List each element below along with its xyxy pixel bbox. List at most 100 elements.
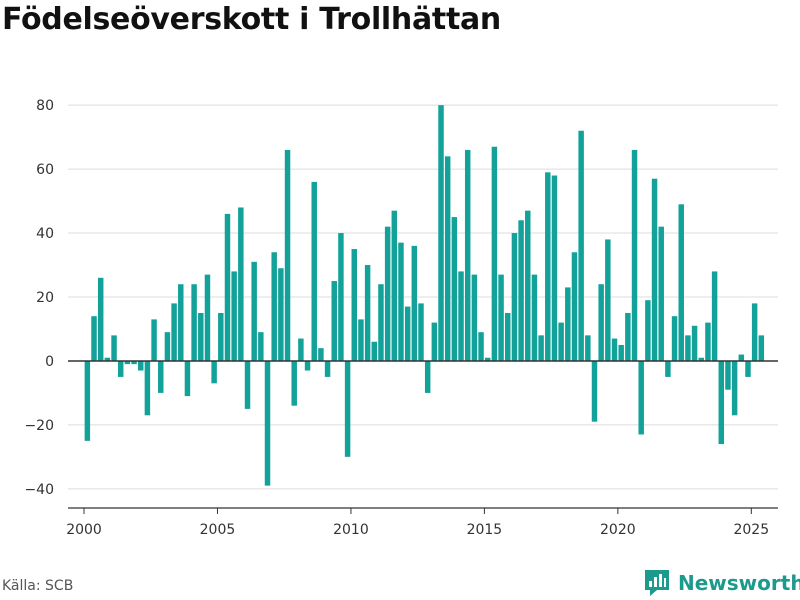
bar [685,335,691,361]
bar [238,207,244,361]
bar [131,360,137,365]
bar [111,335,117,361]
bar [371,341,378,361]
bar [651,178,658,361]
bar [418,303,424,361]
bar [398,242,404,361]
bar [671,316,678,361]
bar [404,306,411,361]
x-tick-label: 2000 [66,522,102,538]
bar [304,360,311,371]
bar [638,360,644,435]
bar [231,271,237,361]
bar [518,220,524,361]
bar [344,360,351,457]
bar [211,360,217,384]
brand-name: Newsworthy [678,571,800,595]
bar [645,300,651,361]
bar [411,245,418,361]
bar [271,252,277,361]
bar [478,332,484,361]
page-title: Födelseöverskott i Trollhättan [2,2,501,37]
bar [291,360,297,406]
bar [378,284,384,361]
bar [91,316,97,361]
bar [605,239,611,361]
bar [138,360,144,371]
bar [525,210,531,361]
bar [144,360,151,416]
bar [551,175,558,361]
bar [158,360,164,393]
source-note: Källa: SCB [2,578,74,594]
bar [538,335,544,361]
bars [84,105,765,486]
bar [431,322,438,361]
x-tick-label: 2015 [467,522,503,538]
bar [324,360,331,377]
grid-lines [68,104,778,490]
y-tick-label: 60 [36,162,54,178]
bar [731,360,738,416]
bar [164,332,171,361]
bar [251,261,257,361]
bar [491,146,498,361]
bar [484,357,491,361]
bar [104,357,111,361]
bar [498,274,504,361]
bar [718,360,725,445]
bar [438,105,444,361]
bar [384,226,391,361]
bar [171,303,177,361]
bar [424,360,431,393]
x-tick-label: 2010 [333,522,369,538]
bar [97,277,104,361]
bar [364,265,371,361]
y-tick-labels: −40 −20 0 20 40 60 80 [24,98,54,498]
bar [178,284,184,361]
bar [725,360,731,390]
y-tick-label: 0 [45,354,54,370]
newsworthy-brand[interactable]: Newsworthy [644,569,800,597]
bar [258,332,264,361]
bar [391,210,398,361]
bar [358,319,364,361]
bar [117,360,124,377]
bar [464,149,471,361]
bar [84,360,91,441]
bar [705,322,711,361]
bar [711,271,718,361]
bar [751,303,758,361]
bar [618,344,624,361]
bar [545,172,551,361]
bar [578,130,584,361]
bar [318,348,324,361]
bar [631,149,638,361]
bar [204,274,211,361]
bar [298,338,304,361]
bar [678,204,684,361]
bar [224,213,231,361]
newsworthy-logo-icon [645,570,669,596]
bar [351,249,357,361]
bar [331,281,337,361]
bar [585,335,591,361]
x-tick-label: 2020 [600,522,636,538]
bar [745,360,751,377]
bar [151,319,157,361]
bar [531,274,538,361]
bar [278,268,284,361]
bar [625,312,631,361]
bar [338,233,344,361]
y-tick-label: 20 [36,290,54,306]
bar [598,284,604,361]
y-tick-label: 80 [36,98,54,114]
bar [444,156,451,361]
bar [571,252,578,361]
bar [311,181,317,361]
bar [691,325,698,361]
bar [511,233,518,361]
bar [665,360,671,377]
bar [505,312,511,361]
